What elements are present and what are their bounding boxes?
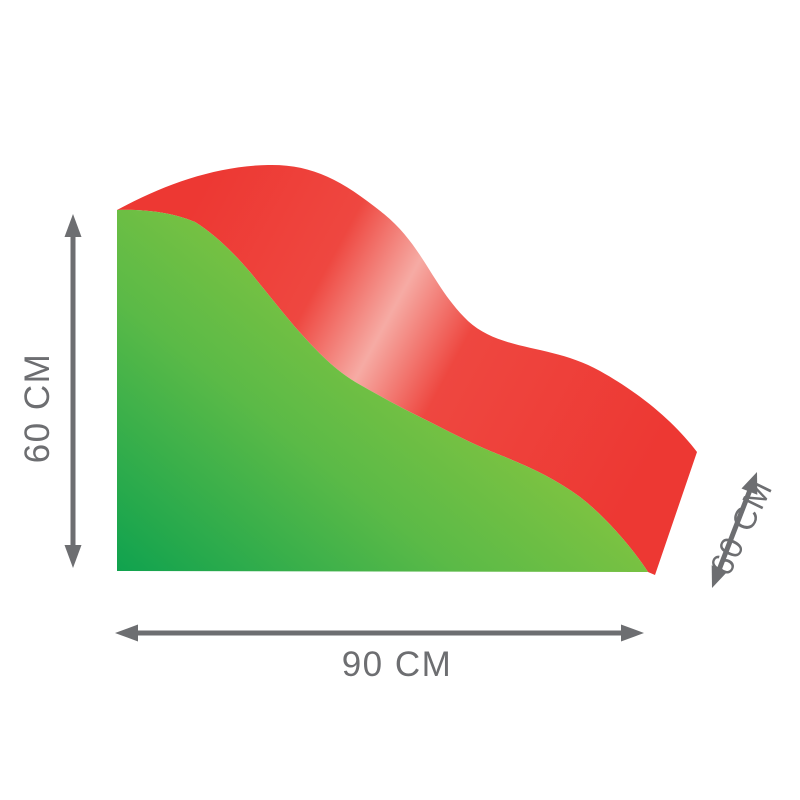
width-dimension-label: 90 CM bbox=[342, 645, 453, 684]
height-dimension-label: 60 CM bbox=[18, 353, 57, 464]
depth-arrow-shaft bbox=[716, 489, 753, 571]
width-arrow-head-right bbox=[621, 624, 644, 642]
height-arrow-head-top bbox=[64, 214, 82, 237]
depth-dimension-arrow bbox=[711, 472, 758, 588]
slide-top-surface bbox=[117, 164, 697, 575]
depth-arrow-head-bottom bbox=[711, 565, 728, 588]
height-arrow-head-bottom bbox=[64, 545, 82, 568]
slide-side-face bbox=[117, 209, 648, 572]
depth-dimension-label: 60 CM bbox=[703, 474, 780, 581]
width-dimension-arrow bbox=[115, 624, 644, 642]
depth-arrow-head-top bbox=[741, 472, 758, 495]
width-arrow-head-left bbox=[115, 624, 138, 642]
height-dimension-arrow bbox=[64, 214, 82, 568]
